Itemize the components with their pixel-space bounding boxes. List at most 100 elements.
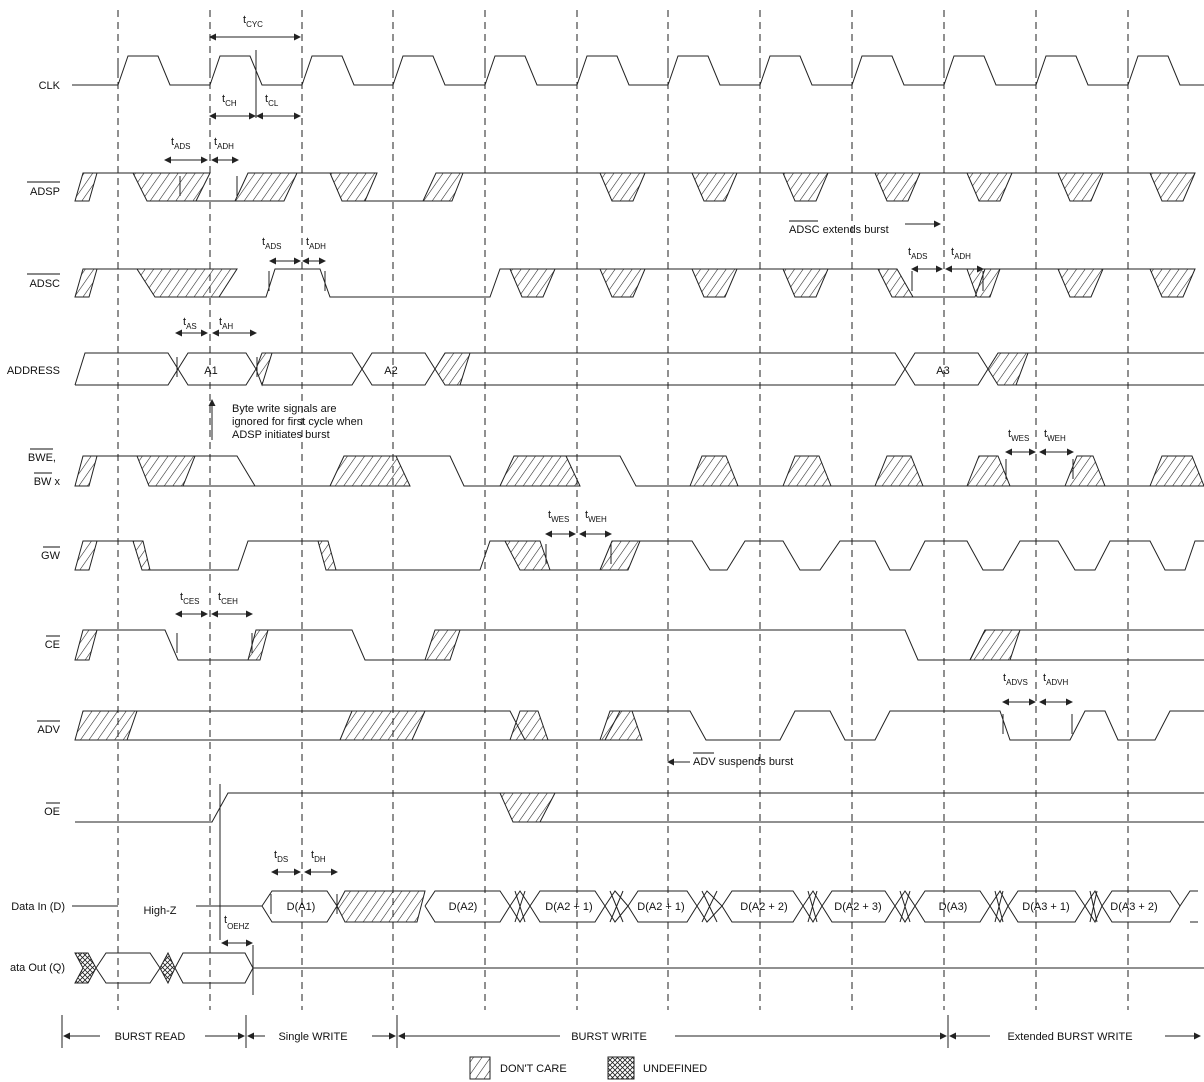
address-value-a2: A2 [384,365,397,377]
dont-care-region [136,455,196,487]
legend-undefined-label: UNDEFINED [643,1063,707,1075]
data-in-value: D(A1) [287,901,316,913]
bwe-waveform [566,455,690,487]
bwe-waveform [195,455,256,487]
dont-care-region [422,172,464,202]
data-in-transition [899,890,911,923]
dont-care-region [329,172,378,202]
data-in-value: D(A3) [939,901,968,913]
dont-care-region [599,268,646,298]
adv-waveform [137,710,1204,741]
dont-care-region [74,540,98,571]
timing-label-tcl: tCL [265,93,279,108]
address-waveform [262,352,363,386]
cycle-guides [117,10,1129,1010]
timing-label-tadh: tADH [951,246,971,261]
timing-label-tds: tDS [274,849,288,864]
timing-label-tadvh: tADVH [1043,672,1069,687]
signal-oe-label: OE [44,806,60,818]
timing-marks [61,33,1201,1048]
ce-waveform [268,629,425,661]
annotations: Byte write signals are ignored for first… [232,220,889,768]
dont-care-region [599,172,646,202]
phase-single-write: Single WRITE [278,1031,347,1043]
dont-care-region [234,172,298,202]
address-bus-a2 [361,352,436,386]
note-adv-suspends: ADV suspends burst [693,756,793,768]
legend-dont-care-label: DON'T CARE [500,1063,567,1075]
data-in-value: D(A2 + 3) [834,901,881,913]
timing-label-tadh: tADH [214,136,234,151]
dont-care-region [969,629,1021,661]
signal-gw-label: GW [41,550,61,562]
phase-labels: BURST READ Single WRITE BURST WRITE Exte… [115,1031,1133,1043]
signal-clk-label: CLK [39,80,61,92]
signal-bwx-label: BW x [34,476,61,488]
dont-care-region [504,540,551,571]
timing-label-tces: tCES [180,591,200,606]
waveforms [72,55,1204,985]
timing-label-tweh: tWEH [1044,428,1066,443]
dont-care-region [1149,172,1196,202]
data-out-bus [174,952,254,984]
dont-care-region [874,172,921,202]
address-value-a3: A3 [936,365,949,377]
dont-care-region [74,710,138,741]
timing-label-tadh: tADH [306,236,326,251]
note-adsc-extends: ADSC extends burst [789,224,889,236]
clk-waveform [72,55,1204,86]
address-value-a1: A1 [204,365,217,377]
gw-waveform [150,540,318,571]
note-byte-write-3: ADSP initiates burst [232,429,330,441]
adsc-waveform [219,268,510,298]
signal-bwe-label: BWE, [28,452,56,464]
timing-label-tah: tAH [219,316,233,331]
data-in-transition [514,890,526,923]
dont-care-region [317,540,337,571]
timing-label-tads: tADS [171,136,191,151]
dont-care-region [987,352,1029,386]
dont-care-region [339,710,426,741]
phase-extended-burst-write: Extended BURST WRITE [1007,1031,1132,1043]
address-waveform [74,352,179,386]
timing-labels: tCYC tCH tCL tADS tADH tADS tADH tADS tA… [171,14,1069,931]
dont-care-region [329,455,411,487]
note-byte-write-1: Byte write signals are [232,403,337,415]
dont-care-region [1064,455,1106,487]
signal-dout-label: ata Out (Q) [10,962,65,974]
data-in-transition [701,890,718,923]
signal-adsp-label: ADSP [30,186,60,198]
dont-care-region [877,268,914,298]
ce-waveform [460,629,1204,661]
data-in-value: D(A2 + 1) [637,901,684,913]
dont-care-region [132,540,151,571]
bwe-waveform [396,455,500,487]
dont-care-region [424,629,461,661]
timing-label-tceh: tCEH [218,591,238,606]
dont-care-region [499,455,581,487]
signal-labels: CLK ADSP ADSC ADDRESS BWE, BW x GW CE AD… [7,80,65,974]
dont-care-region [874,455,924,487]
data-in-bus [1179,890,1198,907]
data-in-transition [609,890,624,923]
dont-care-region [74,268,98,298]
undefined-region [74,952,97,984]
dont-care-region [691,268,738,298]
dont-care-region [1149,455,1204,487]
gw-waveform [640,540,1204,571]
address-values: A1 A2 A3 [204,365,949,377]
timing-label-tch: tCH [222,93,237,108]
data-in-value: D(A2 + 1) [545,901,592,913]
dont-care-region [136,268,238,298]
timing-label-tdh: tDH [311,849,326,864]
legend-undefined-swatch [607,1056,635,1080]
dont-care-region [966,172,1013,202]
data-in-value: D(A3 + 1) [1022,901,1069,913]
dont-care-region [1057,268,1104,298]
legend: DON'T CARE UNDEFINED [469,1056,707,1080]
data-in-transition [696,890,723,923]
dont-care-region [336,890,426,923]
data-in-highz: High-Z [143,905,176,917]
signal-adsc-label: ADSC [29,278,60,290]
